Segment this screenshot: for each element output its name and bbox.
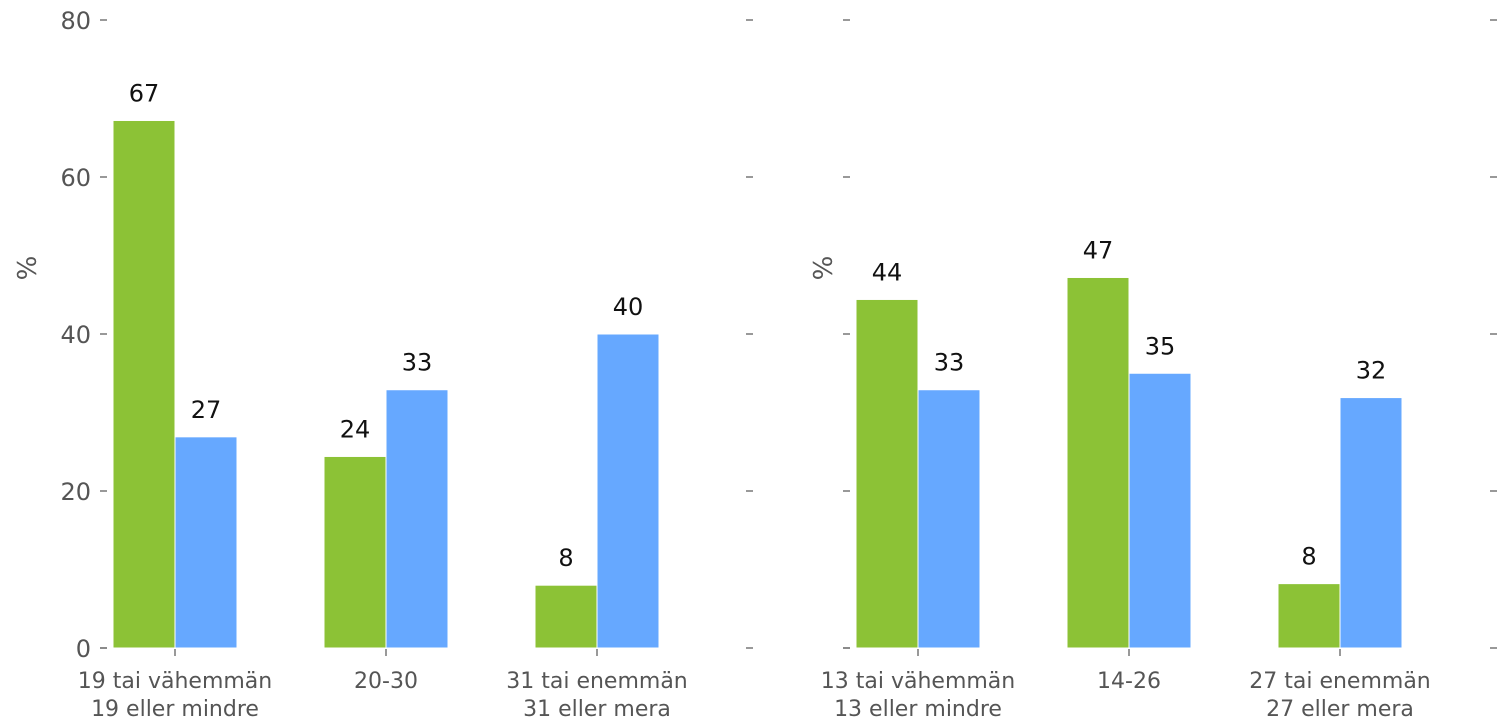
chart-panel-1: 0 20 40 60 80% 67 27 19 tai vähemmän 19 eller mi… xyxy=(13,7,753,722)
bar-series-2 xyxy=(174,436,238,649)
x-category-label: 31 eller mera xyxy=(523,697,671,718)
y-axis-title: % xyxy=(809,256,839,281)
x-category-label: 14-26 xyxy=(1097,669,1161,694)
x-category-label: 19 tai vähemmän xyxy=(78,669,272,694)
x-category-label: 27 eller mera xyxy=(1266,697,1414,718)
x-category-label: 13 tai vähemmän xyxy=(821,669,1015,694)
y-axis-title: % xyxy=(13,256,43,281)
x-category-label: 19 eller mindre xyxy=(91,697,259,718)
y-tick-label: 80 xyxy=(60,7,91,35)
data-label: 33 xyxy=(402,349,433,377)
data-label: 44 xyxy=(872,258,903,286)
x-category-label: 31 tai enemmän xyxy=(506,669,688,694)
x-category-label: 27 tai enemmän xyxy=(1249,669,1431,694)
bar-series-2 xyxy=(385,389,449,649)
bar-series-2 xyxy=(1339,397,1403,649)
bar-series-2 xyxy=(1128,372,1192,649)
bar-series-2 xyxy=(917,389,981,649)
bar-series-1 xyxy=(323,455,387,649)
data-label: 47 xyxy=(1083,236,1114,264)
data-label: 8 xyxy=(558,544,573,572)
data-label: 8 xyxy=(1301,543,1316,571)
chart-panel-2: % 44 33 13 tai vähemmän 13 eller mindre 47 35 1… xyxy=(809,19,1497,722)
data-label: 24 xyxy=(340,415,371,443)
bar-series-1 xyxy=(1066,276,1130,649)
y-tick-label: 0 xyxy=(76,635,91,663)
data-label: 35 xyxy=(1145,332,1176,360)
bar-series-1 xyxy=(112,119,176,649)
x-category-label: 13 eller mindre xyxy=(834,697,1002,718)
bar-series-1 xyxy=(534,584,598,649)
data-label: 67 xyxy=(129,79,160,107)
data-label: 27 xyxy=(191,396,222,424)
data-label: 40 xyxy=(613,293,644,321)
data-label: 32 xyxy=(1356,357,1387,385)
y-tick-label: 60 xyxy=(60,164,91,192)
data-label: 33 xyxy=(934,349,965,377)
bar-series-1 xyxy=(1277,583,1341,649)
y-tick-label: 20 xyxy=(60,478,91,506)
bar-series-2 xyxy=(596,333,660,649)
x-category-label: 20-30 xyxy=(354,669,418,694)
bar-series-1 xyxy=(855,298,919,649)
y-tick-label: 40 xyxy=(60,321,91,349)
